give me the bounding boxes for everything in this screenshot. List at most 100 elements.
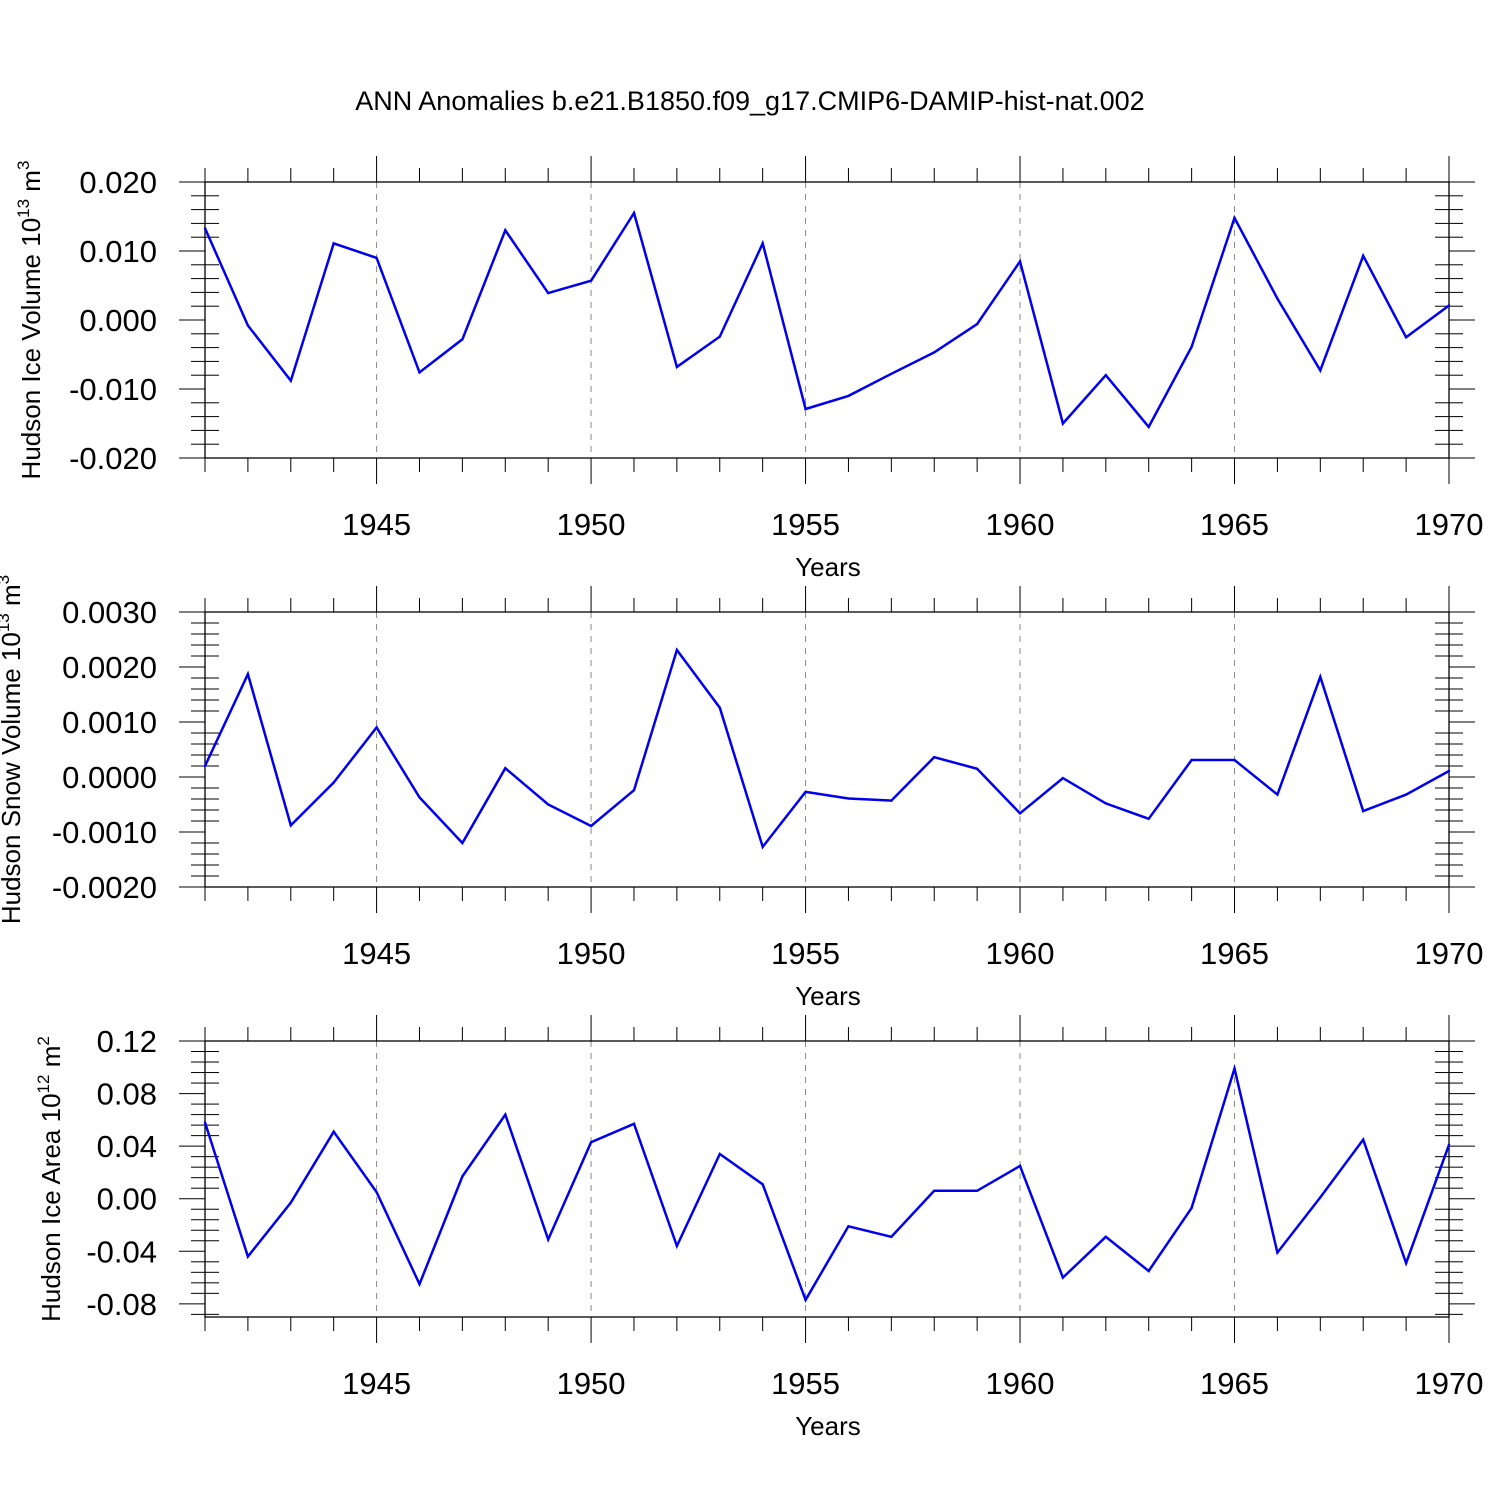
data-point — [1362, 1138, 1365, 1141]
data-point — [461, 841, 464, 845]
data-point — [246, 672, 250, 676]
data-point — [203, 1121, 207, 1124]
data-point — [1319, 675, 1322, 679]
y-axis-label: Hudson Ice Area 1012 m2 — [34, 1036, 66, 1322]
y-tick-label: -0.020 — [69, 441, 157, 476]
y-tick-label: 0.04 — [97, 1129, 157, 1164]
data-point — [675, 365, 679, 369]
data-point — [589, 1141, 593, 1144]
data-point — [375, 1190, 378, 1194]
data-point — [504, 767, 507, 770]
y-axis-label-space — [16, 247, 46, 254]
data-point — [332, 242, 335, 245]
y-axis-label: Hudson Snow Volume 1013 m3 — [0, 575, 26, 924]
data-point — [1061, 1276, 1065, 1279]
data-point — [1190, 1206, 1193, 1210]
x-tick-label: 1950 — [557, 507, 626, 542]
data-point — [589, 824, 593, 828]
data-point — [504, 229, 507, 232]
y-axis-label-name: Hudson Ice Area — [36, 1129, 66, 1322]
data-point — [1147, 425, 1150, 429]
x-tick-label: 1960 — [986, 1366, 1055, 1401]
x-tick-label: 1965 — [1200, 936, 1269, 971]
data-point — [761, 845, 764, 849]
data-point — [718, 1152, 721, 1156]
data-point — [1233, 1067, 1236, 1070]
y-tick-label: 0.0010 — [62, 705, 157, 740]
data-point — [504, 1113, 507, 1116]
data-point — [761, 242, 764, 245]
data-point — [1104, 374, 1108, 377]
data-point — [933, 351, 936, 354]
x-tick-label: 1945 — [342, 1366, 411, 1401]
data-point — [1190, 345, 1193, 349]
plot-frame — [204, 611, 1450, 888]
data-point — [289, 379, 292, 382]
data-point — [1404, 336, 1408, 339]
data-point — [804, 407, 807, 411]
x-tick-label: 1950 — [557, 1366, 626, 1401]
y-tick-label: 0.0030 — [62, 595, 157, 630]
data-point — [632, 789, 636, 792]
x-tick-label: 1945 — [342, 936, 411, 971]
x-tick-label: 1965 — [1200, 1366, 1269, 1401]
x-tick-label: 1950 — [557, 936, 626, 971]
x-tick-label: 1955 — [771, 1366, 840, 1401]
data-point — [1404, 793, 1408, 796]
x-tick-label: 1965 — [1200, 507, 1269, 542]
y-axis-unit-tail: m — [36, 1046, 66, 1068]
data-point — [675, 1244, 679, 1248]
data-point — [718, 335, 721, 338]
data-point — [246, 324, 250, 327]
y-tick-label: -0.08 — [86, 1287, 157, 1322]
y-axis-unit-exponent: 13 — [0, 613, 13, 632]
data-point — [1104, 802, 1108, 805]
y-tick-label: 0.020 — [79, 165, 157, 200]
y-axis-unit-tail: m — [16, 170, 46, 192]
data-point — [418, 371, 421, 374]
y-axis-label-space — [0, 661, 26, 668]
data-point — [1061, 422, 1065, 425]
data-point — [761, 1183, 764, 1186]
data-series-line — [203, 209, 1450, 430]
x-tick-label: 1970 — [1415, 1366, 1484, 1401]
data-point — [203, 764, 207, 768]
y-axis-unit-tail-exponent: 3 — [14, 161, 33, 170]
y-axis-unit-base: 10 — [16, 218, 46, 247]
data-point — [933, 1189, 936, 1193]
y-tick-label: 0.08 — [97, 1077, 157, 1112]
data-point — [246, 1255, 250, 1258]
data-point — [890, 799, 893, 802]
y-tick-label: 0.010 — [79, 234, 157, 269]
y-tick-label: -0.0020 — [52, 870, 157, 905]
data-point — [1362, 809, 1365, 813]
y-axis-label-space — [36, 1067, 66, 1074]
data-point — [289, 1201, 292, 1204]
data-point — [1276, 1251, 1279, 1254]
data-point — [1447, 769, 1451, 773]
x-tick-label: 1960 — [986, 936, 1055, 971]
y-tick-label: 0.00 — [97, 1182, 157, 1217]
data-point — [589, 279, 593, 282]
data-point — [1061, 776, 1065, 780]
data-point — [1018, 812, 1022, 815]
y-axis-label-space — [0, 606, 26, 613]
y-axis-unit-base: 10 — [36, 1093, 66, 1122]
data-point — [975, 767, 979, 770]
chart-panel-2: -0.0020 -0.0010 0.0000 0.0010 0.0020 0.0030 19… — [0, 575, 1483, 1011]
data-point — [1276, 793, 1279, 796]
data-point — [546, 803, 550, 806]
y-tick-label: 0.000 — [79, 303, 157, 338]
data-point — [975, 1189, 979, 1193]
y-tick-label: -0.04 — [86, 1234, 157, 1269]
data-series-line — [203, 1063, 1451, 1303]
data-point — [804, 790, 807, 794]
data-point — [890, 1235, 893, 1239]
data-point — [933, 756, 936, 759]
data-point — [847, 1225, 850, 1228]
plot-frame — [204, 1040, 1450, 1318]
data-point — [847, 394, 850, 398]
data-point — [1018, 1164, 1022, 1168]
data-point — [418, 796, 421, 799]
data-point — [1319, 369, 1322, 372]
